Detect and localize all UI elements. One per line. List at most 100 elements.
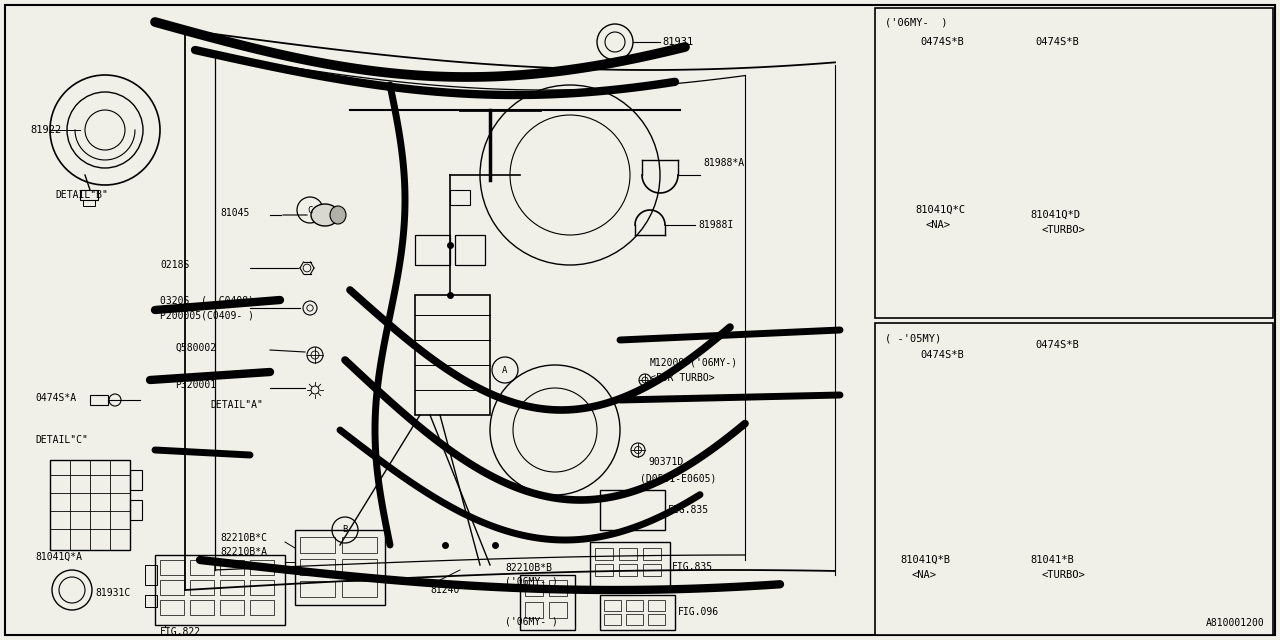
Text: FIG.822: FIG.822 xyxy=(160,627,201,637)
Bar xyxy=(525,602,543,618)
Bar xyxy=(131,470,142,490)
Text: <NA>: <NA> xyxy=(911,570,937,580)
Bar xyxy=(916,115,936,133)
Bar xyxy=(415,235,451,265)
Bar xyxy=(160,560,184,575)
Text: A810001200: A810001200 xyxy=(1206,618,1265,628)
Bar xyxy=(595,548,613,560)
Bar xyxy=(549,602,567,618)
Text: DETAIL"A": DETAIL"A" xyxy=(210,400,262,410)
Bar xyxy=(145,595,157,607)
Bar xyxy=(600,490,666,530)
Bar xyxy=(1039,405,1135,545)
Bar xyxy=(145,565,157,585)
Bar xyxy=(520,575,575,630)
Ellipse shape xyxy=(330,206,346,224)
Bar xyxy=(648,614,666,625)
Bar xyxy=(1130,120,1155,160)
Bar xyxy=(549,580,567,596)
Bar xyxy=(160,580,184,595)
Text: 0474S*B: 0474S*B xyxy=(1036,37,1079,47)
Bar xyxy=(1133,124,1151,138)
Text: 0474S*A: 0474S*A xyxy=(35,393,76,403)
Bar xyxy=(910,108,1005,186)
Text: 82210B*C: 82210B*C xyxy=(220,533,268,543)
Text: 81931C: 81931C xyxy=(95,588,131,598)
Bar xyxy=(604,614,621,625)
Bar xyxy=(626,614,643,625)
Text: ('06MY-  ): ('06MY- ) xyxy=(884,17,947,27)
Text: Q580002: Q580002 xyxy=(175,343,216,353)
Bar xyxy=(905,415,1005,480)
Text: 81931: 81931 xyxy=(662,37,694,47)
Text: 0474S*B: 0474S*B xyxy=(920,37,964,47)
Text: <FOR TURBO>: <FOR TURBO> xyxy=(650,373,714,383)
Bar xyxy=(300,559,335,575)
Text: FIG.835: FIG.835 xyxy=(668,505,709,515)
Bar xyxy=(294,530,385,605)
Bar xyxy=(250,560,274,575)
Text: DETAIL"B": DETAIL"B" xyxy=(55,190,108,200)
Bar xyxy=(220,600,244,615)
Bar xyxy=(160,600,184,615)
Bar xyxy=(595,564,613,576)
Text: FIG.096: FIG.096 xyxy=(678,607,719,617)
Text: 81922: 81922 xyxy=(29,125,61,135)
Text: 81045: 81045 xyxy=(220,208,250,218)
Bar xyxy=(131,500,142,520)
Bar xyxy=(189,560,214,575)
Text: C: C xyxy=(307,205,312,214)
Bar xyxy=(220,560,244,575)
Bar xyxy=(83,200,95,206)
Text: 81041Q*D: 81041Q*D xyxy=(1030,210,1080,220)
Ellipse shape xyxy=(311,204,339,226)
Text: P200005(C0409- ): P200005(C0409- ) xyxy=(160,310,253,320)
Bar xyxy=(1036,100,1140,190)
Text: <NA>: <NA> xyxy=(925,220,950,230)
Bar xyxy=(454,235,485,265)
Bar xyxy=(415,295,490,415)
Text: A: A xyxy=(502,365,508,374)
Bar xyxy=(604,600,621,611)
Text: 81988I: 81988I xyxy=(698,220,733,230)
Bar xyxy=(916,138,936,156)
Bar xyxy=(876,8,1274,318)
Text: 81988*A: 81988*A xyxy=(703,158,744,168)
Bar xyxy=(300,581,335,597)
Bar xyxy=(79,190,99,200)
Bar xyxy=(600,595,675,630)
Bar xyxy=(342,559,378,575)
Bar xyxy=(620,564,637,576)
Text: <TURBO>: <TURBO> xyxy=(1042,570,1085,580)
Bar xyxy=(590,542,669,590)
Bar xyxy=(250,580,274,595)
Bar xyxy=(220,580,244,595)
Text: 81041Q*C: 81041Q*C xyxy=(915,205,965,215)
Text: 82210B*B: 82210B*B xyxy=(506,563,552,573)
Bar xyxy=(189,580,214,595)
Bar xyxy=(942,115,963,133)
Bar xyxy=(620,548,637,560)
Bar xyxy=(342,581,378,597)
Text: 0474S*B: 0474S*B xyxy=(1036,340,1079,350)
Bar xyxy=(525,580,543,596)
Bar xyxy=(300,537,335,553)
Text: DETAIL"C": DETAIL"C" xyxy=(35,435,88,445)
Bar xyxy=(155,555,285,625)
Text: B: B xyxy=(342,525,348,534)
Bar xyxy=(451,190,470,205)
Bar xyxy=(643,548,660,560)
Text: 81041*B: 81041*B xyxy=(1030,555,1074,565)
Text: (D0501-E0605): (D0501-E0605) xyxy=(640,473,717,483)
Bar xyxy=(50,460,131,550)
Bar xyxy=(250,600,274,615)
Text: ('06MY- ): ('06MY- ) xyxy=(506,577,558,587)
Text: 0218S: 0218S xyxy=(160,260,189,270)
Bar xyxy=(189,600,214,615)
Text: ('06MY- ): ('06MY- ) xyxy=(506,617,558,627)
Bar xyxy=(643,564,660,576)
Text: 0474S*B: 0474S*B xyxy=(920,350,964,360)
Text: 81041Q*B: 81041Q*B xyxy=(900,555,950,565)
Text: <TURBO>: <TURBO> xyxy=(1042,225,1085,235)
Bar xyxy=(1133,143,1151,157)
